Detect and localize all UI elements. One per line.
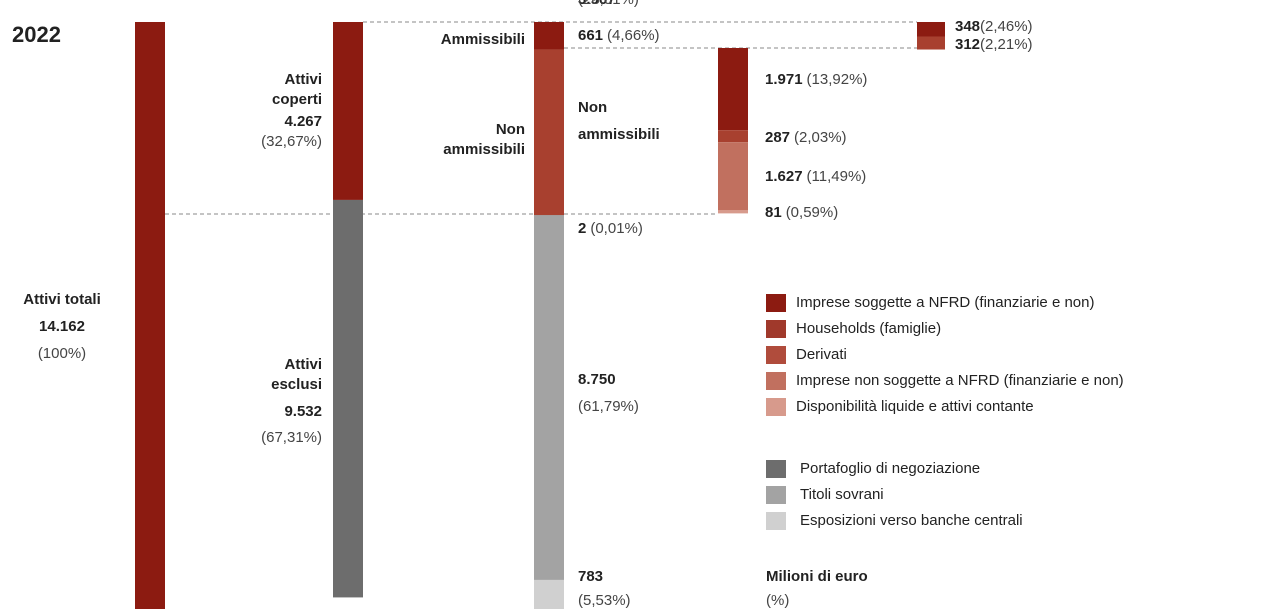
share-label: (67,31%) <box>261 429 322 446</box>
unit-pct: (%) <box>766 592 789 609</box>
legend-label: Titoli sovrani <box>800 486 884 503</box>
value: 287 <box>765 129 790 146</box>
legend-label: Imprese soggette a NFRD (finanziarie e n… <box>796 294 1094 311</box>
segment-name: Attivi <box>285 71 323 88</box>
unit: Milioni di euro <box>766 568 868 585</box>
value-label: 3.967 <box>578 0 616 8</box>
segment-name: ammissibili <box>578 126 660 143</box>
value-label: 81 (0,59%) <box>765 204 838 221</box>
share-label: (28,01%) <box>578 0 639 8</box>
value-label: 9.532 <box>284 403 322 420</box>
value-label: 14.162 <box>39 318 85 335</box>
legend-swatch <box>766 460 786 478</box>
share: (0,59%) <box>786 204 839 221</box>
value: 1.627 <box>765 168 803 185</box>
share: (2,46%) <box>980 18 1033 35</box>
segment-name: Non <box>496 121 525 138</box>
legend-label: Derivati <box>796 346 847 363</box>
bar-segment <box>534 215 564 580</box>
value: 1.971 <box>765 71 803 88</box>
share: (4,66%) <box>607 27 660 44</box>
value-label: 783 <box>578 568 603 585</box>
bar-segment <box>534 49 564 215</box>
segment-name: Attivi totali <box>23 291 101 308</box>
value-label: 661 (4,66%) <box>578 27 660 44</box>
bar-segment <box>718 48 748 131</box>
year: 2022 <box>12 22 61 47</box>
value-label: 4.267 <box>284 113 322 130</box>
value-label: 287 (2,03%) <box>765 129 847 146</box>
legend-label: Households (famiglie) <box>796 320 941 337</box>
segment-name: coperti <box>272 91 322 108</box>
legend-swatch <box>766 320 786 338</box>
bar-segment <box>718 142 748 211</box>
legend-swatch <box>766 398 786 416</box>
legend-label: Disponibilità liquide e attivi contante <box>796 398 1034 415</box>
segment-name: Attivi <box>285 356 323 373</box>
legend-swatch <box>766 512 786 530</box>
value: 348 <box>955 18 980 35</box>
value-label: 8.750 <box>578 371 616 388</box>
legend-swatch <box>766 294 786 312</box>
share-label: (61,79%) <box>578 398 639 415</box>
value-label: 312(2,21%) <box>955 36 1033 53</box>
value-label: 1.627 (11,49%) <box>765 168 866 185</box>
value: 661 <box>578 27 603 44</box>
bar-segment <box>534 22 564 50</box>
share: (0,01%) <box>590 220 643 237</box>
segment-name: ammissibili <box>443 141 525 158</box>
value-label: 1.971 (13,92%) <box>765 71 867 88</box>
bar-segment <box>333 199 363 598</box>
value-label: 348(2,46%) <box>955 18 1033 35</box>
legend-swatch <box>766 372 786 390</box>
share: (13,92%) <box>807 71 868 88</box>
value: 81 <box>765 204 782 221</box>
segment-name: Ammissibili <box>441 31 525 48</box>
segment-name: Non <box>578 99 607 116</box>
segment-name: esclusi <box>271 376 322 393</box>
bar-segment <box>534 579 564 609</box>
value-label: 2 (0,01%) <box>578 220 643 237</box>
bar-segment <box>917 36 945 50</box>
share: (11,49%) <box>807 168 867 185</box>
bar-segment <box>917 22 945 37</box>
bar-segment <box>718 210 748 214</box>
share-label: (100%) <box>38 345 86 362</box>
legend-label: Esposizioni verso banche centrali <box>800 512 1023 529</box>
bar-segment <box>718 130 748 143</box>
value: 312 <box>955 36 980 53</box>
share-label: (5,53%) <box>578 592 631 609</box>
legend-swatch <box>766 346 786 364</box>
bar-segment <box>333 22 363 200</box>
share: (2,03%) <box>794 129 847 146</box>
value: 2 <box>578 220 586 237</box>
share: (2,21%) <box>980 36 1033 53</box>
legend-label: Imprese non soggette a NFRD (finanziarie… <box>796 372 1124 389</box>
legend-swatch <box>766 486 786 504</box>
bar-segment <box>135 22 165 609</box>
share-label: (32,67%) <box>261 133 322 150</box>
legend-label: Portafoglio di negoziazione <box>800 460 980 477</box>
